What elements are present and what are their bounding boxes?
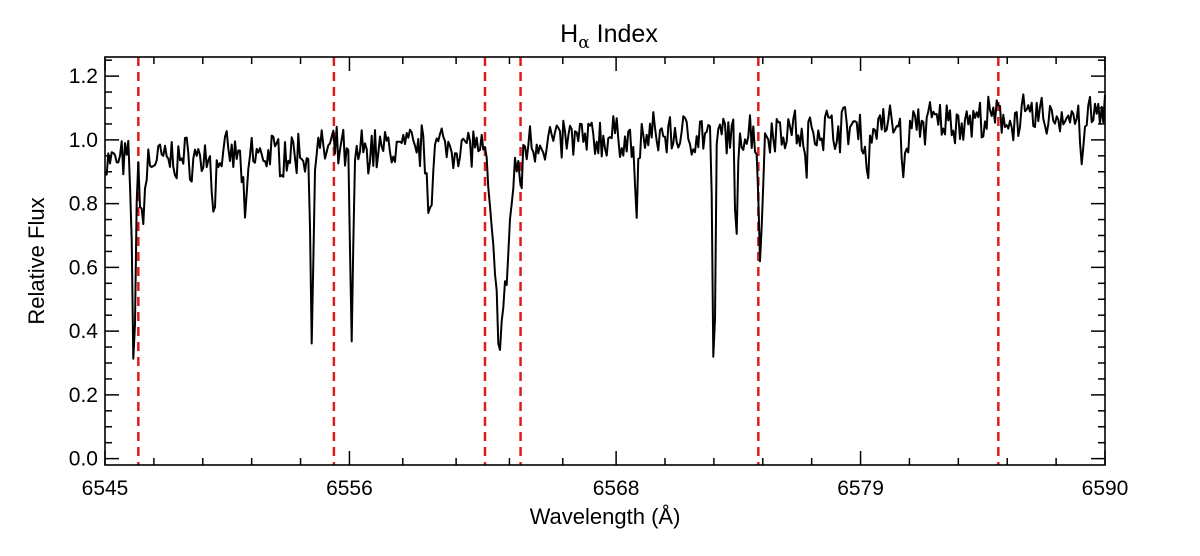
y-tick-label: 0.0 (69, 448, 98, 471)
x-tick-labels: 6545 6556 6568 6579 6590 (82, 477, 1129, 500)
plot-frame (104, 56, 1106, 466)
x-tick-label: 6568 (593, 477, 640, 500)
y-tick-label: 0.4 (69, 320, 99, 343)
x-tick-label: 6590 (1082, 477, 1129, 500)
y-tick-label: 0.2 (69, 384, 98, 407)
y-tick-label: 1.2 (69, 65, 98, 88)
y-tick-label: 0.8 (69, 193, 98, 216)
y-tick-labels: 0.0 0.2 0.4 0.6 0.8 1.0 1.2 (69, 65, 99, 471)
y-tick-label: 1.0 (69, 129, 98, 152)
y-axis-title: Relative Flux (24, 197, 49, 324)
x-tick-label: 6579 (837, 477, 884, 500)
spectrum-line (104, 93, 1106, 360)
chart-title: Hα Index (560, 20, 658, 53)
y-tick-label: 0.6 (69, 256, 98, 279)
vertical-markers (137, 57, 1000, 465)
axis-ticks (104, 57, 1106, 465)
x-tick-label: 6545 (82, 477, 129, 500)
x-axis-title: Wavelength (Å) (530, 504, 681, 529)
x-tick-label: 6556 (326, 477, 373, 500)
